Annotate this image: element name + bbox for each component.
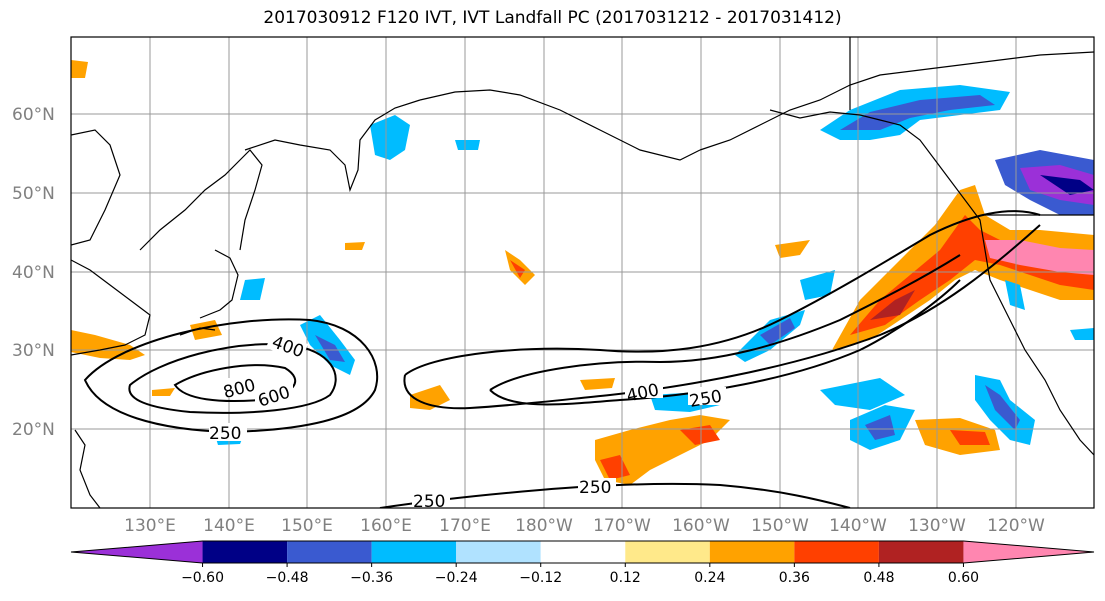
lon-label: 160°E xyxy=(360,516,412,536)
lon-label: 170°W xyxy=(593,516,651,536)
lon-label: 120°W xyxy=(987,516,1045,536)
colorbar: −0.60 −0.48 −0.36 −0.24 −0.12 0.12 0.24 0.36 0.4… xyxy=(70,540,1095,586)
colorbar-swatch xyxy=(202,541,288,563)
lat-label: 20°N xyxy=(12,420,55,440)
colorbar-swatch xyxy=(625,541,710,563)
contour-label: 250 xyxy=(579,478,611,498)
lon-label: 180°W xyxy=(515,516,573,536)
lat-label: 40°N xyxy=(12,263,55,283)
colorbar-tick-label: 0.48 xyxy=(863,570,894,586)
lon-labels: 130°E 140°E 150°E 160°E 170°E 180°W 170°… xyxy=(124,516,1045,536)
colorbar-swatch xyxy=(71,541,203,563)
colorbar-swatch xyxy=(878,541,964,563)
lon-label: 150°W xyxy=(751,516,809,536)
lat-label: 50°N xyxy=(12,184,55,204)
colorbar-swatch xyxy=(456,541,541,563)
lon-label: 130°E xyxy=(124,516,176,536)
colorbar-swatch xyxy=(540,541,626,563)
colorbar-tick-label: −0.48 xyxy=(266,570,309,586)
lon-label: 160°W xyxy=(672,516,730,536)
ivt-contours xyxy=(83,210,1041,508)
lon-label: 140°W xyxy=(829,516,887,536)
colorbar-swatch xyxy=(794,541,879,563)
map-title: 2017030912 F120 IVT, IVT Landfall PC (20… xyxy=(263,8,842,28)
colorbar-tick-label: 0.60 xyxy=(948,570,979,586)
lat-label: 60°N xyxy=(12,105,55,125)
colorbar-tick-label: 0.12 xyxy=(610,570,641,586)
lon-label: 140°E xyxy=(203,516,255,536)
colorbar-tick-label: −0.36 xyxy=(350,570,393,586)
colorbar-swatch xyxy=(287,541,372,563)
lon-label: 170°E xyxy=(439,516,491,536)
contour-label: 250 xyxy=(413,492,445,512)
colorbar-tick-label: −0.60 xyxy=(181,570,224,586)
colorbar-tick-label: −0.24 xyxy=(435,570,478,586)
lat-label: 30°N xyxy=(12,341,55,361)
colorbar-tick-label: 0.24 xyxy=(694,570,725,586)
colorbar-tick-label: 0.36 xyxy=(779,570,810,586)
colorbar-swatch xyxy=(709,541,795,563)
lon-label: 130°W xyxy=(908,516,966,536)
coastlines xyxy=(71,37,1094,508)
colorbar-swatch xyxy=(371,541,457,563)
colorbar-tick-label: −0.12 xyxy=(519,570,562,586)
contour-label: 250 xyxy=(209,424,241,444)
lon-label: 150°E xyxy=(281,516,333,536)
colorbar-swatch xyxy=(963,541,1094,563)
map-frame xyxy=(70,36,1095,509)
lat-labels: 60°N 50°N 40°N 30°N 20°N xyxy=(12,105,55,440)
